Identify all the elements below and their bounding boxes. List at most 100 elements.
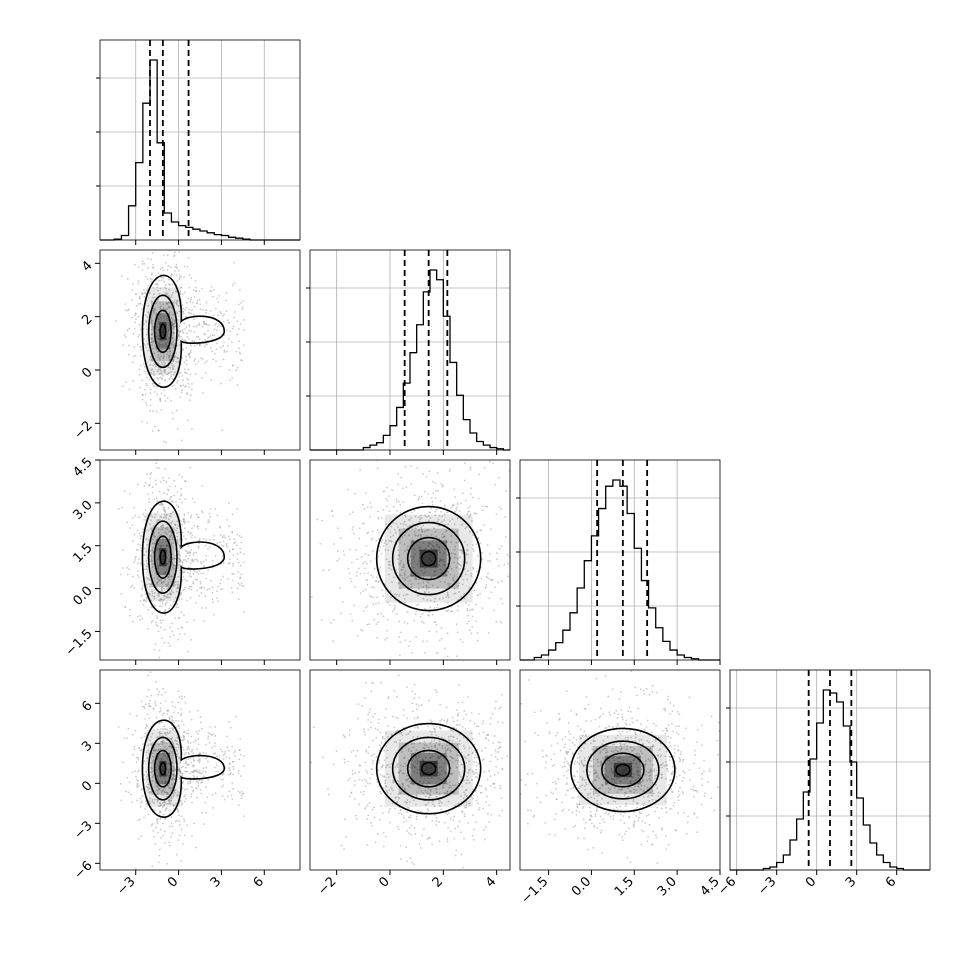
- scatter-point: [158, 467, 160, 470]
- scatter-point: [360, 791, 362, 794]
- scatter-point: [439, 726, 441, 729]
- scatter-point: [527, 844, 529, 846]
- scatter-point: [167, 324, 170, 327]
- scatter-point: [467, 822, 470, 824]
- scatter-point: [417, 809, 420, 812]
- scatter-point: [173, 564, 176, 567]
- scatter-point: [186, 579, 189, 582]
- scatter-point: [158, 503, 161, 506]
- scatter-point: [678, 794, 681, 796]
- scatter-point: [424, 756, 427, 759]
- scatter-point: [189, 552, 192, 555]
- scatter-point: [397, 674, 400, 677]
- scatter-point: [184, 315, 187, 318]
- scatter-point: [417, 578, 420, 581]
- scatter-point: [175, 352, 177, 355]
- scatter-point: [655, 784, 657, 786]
- scatter-point: [371, 762, 374, 765]
- scatter-point: [457, 712, 460, 715]
- scatter-point: [354, 585, 357, 588]
- scatter-point: [208, 324, 210, 326]
- scatter-point: [174, 791, 177, 794]
- scatter-point: [152, 759, 155, 762]
- scatter-point: [237, 328, 240, 330]
- scatter-point: [403, 577, 406, 580]
- scatter-point: [226, 546, 229, 548]
- scatter-point: [373, 816, 376, 819]
- scatter-point: [382, 787, 385, 789]
- scatter-point: [542, 755, 545, 758]
- scatter-point: [600, 707, 602, 710]
- scatter-point: [366, 804, 369, 807]
- scatter-point: [184, 371, 187, 374]
- scatter-point: [418, 780, 421, 783]
- scatter-point: [591, 780, 594, 783]
- scatter-point: [389, 564, 391, 566]
- scatter-point: [495, 620, 498, 623]
- scatter-point: [170, 534, 173, 537]
- scatter-point: [408, 832, 411, 835]
- scatter-point: [406, 829, 408, 832]
- scatter-point: [394, 797, 397, 799]
- scatter-point: [504, 515, 506, 518]
- scatter-point: [134, 514, 136, 517]
- scatter-point: [450, 507, 452, 510]
- scatter-point: [465, 553, 468, 556]
- scatter-point: [366, 782, 369, 785]
- scatter-point: [616, 808, 619, 811]
- scatter-point: [239, 352, 242, 355]
- scatter-point: [463, 593, 465, 595]
- scatter-point: [439, 580, 442, 583]
- scatter-point: [172, 584, 175, 587]
- scatter-point: [582, 734, 584, 737]
- scatter-point: [159, 818, 162, 821]
- scatter-point: [492, 742, 495, 745]
- scatter-point: [435, 788, 438, 790]
- scatter-point: [471, 544, 474, 546]
- scatter-point: [353, 784, 356, 787]
- scatter-point: [242, 329, 245, 331]
- scatter-point: [124, 336, 127, 338]
- scatter-point: [156, 370, 159, 373]
- scatter-point: [156, 728, 159, 731]
- scatter-point: [399, 769, 402, 772]
- scatter-point: [236, 533, 239, 536]
- scatter-point: [439, 720, 442, 722]
- scatter-point: [367, 746, 370, 748]
- scatter-point: [413, 770, 416, 773]
- scatter-point: [498, 547, 501, 550]
- scatter-point: [159, 316, 162, 319]
- scatter-point: [145, 565, 148, 568]
- scatter-point: [375, 755, 378, 758]
- scatter-point: [183, 834, 186, 837]
- scatter-point: [595, 770, 597, 773]
- scatter-point: [138, 323, 141, 326]
- scatter-point: [159, 376, 162, 379]
- scatter-point: [382, 509, 385, 511]
- scatter-point: [181, 739, 183, 742]
- scatter-point: [440, 778, 442, 781]
- scatter-point: [476, 554, 479, 557]
- scatter-point: [485, 789, 487, 791]
- scatter-point: [207, 521, 209, 524]
- scatter-point: [157, 337, 159, 340]
- scatter-point: [441, 736, 443, 739]
- scatter-point: [205, 811, 208, 814]
- joint-panel-1-3: [310, 670, 529, 869]
- scatter-point: [461, 810, 463, 813]
- scatter-point: [133, 561, 135, 564]
- scatter-point: [171, 716, 174, 719]
- scatter-point: [465, 779, 468, 781]
- scatter-point: [696, 729, 699, 731]
- scatter-point: [571, 741, 574, 744]
- scatter-point: [149, 523, 152, 526]
- scatter-point: [175, 504, 178, 506]
- scatter-point: [205, 607, 208, 609]
- scatter-point: [176, 535, 179, 538]
- scatter-point: [141, 587, 144, 590]
- contour: [406, 536, 451, 581]
- scatter-point: [501, 580, 503, 583]
- scatter-point: [177, 690, 180, 693]
- scatter-point: [367, 719, 370, 721]
- scatter-point: [493, 773, 496, 776]
